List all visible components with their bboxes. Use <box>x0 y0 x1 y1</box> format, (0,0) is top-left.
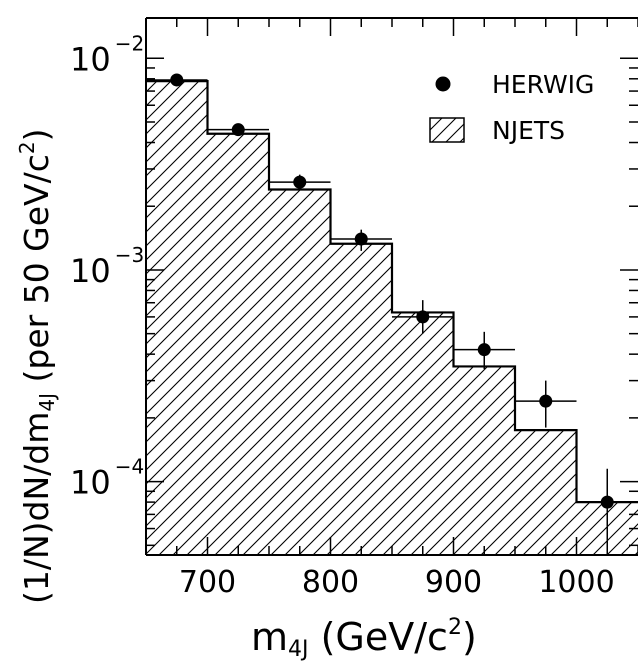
herwig-marker-4 <box>416 310 430 324</box>
x-axis-label: m4J (GeV/c2) <box>251 615 477 662</box>
x-tick-label-700: 700 <box>179 565 236 600</box>
legend-njets-label: NJETS <box>492 116 565 145</box>
herwig-point-6 <box>515 380 577 428</box>
y-tick-label-base-0: 10 <box>70 40 111 78</box>
y-tick-label-exp-1: −3 <box>115 243 144 267</box>
y-tick-label-0: 10 −2 <box>70 31 144 78</box>
legend-herwig-marker <box>435 76 451 92</box>
x-axis-label-units-close: ) <box>462 615 477 659</box>
herwig-point-4 <box>392 300 454 334</box>
herwig-marker-6 <box>539 394 553 408</box>
x-tick-label-800: 800 <box>302 565 359 600</box>
x-axis-ticks: 700 800 900 1000 <box>145 18 638 600</box>
histogram-bin-5 <box>453 366 515 555</box>
legend-njets-marker <box>429 117 465 143</box>
x-axis-label-sub: 4J <box>288 637 309 662</box>
y-tick-label-1: 10 −3 <box>70 243 144 290</box>
y-tick-label-2: 10 −4 <box>70 455 144 502</box>
herwig-marker-5 <box>477 343 491 357</box>
y-tick-label-exp-2: −4 <box>115 455 144 479</box>
y-axis-label-units-close: ) <box>17 128 56 141</box>
herwig-point-5 <box>453 331 515 370</box>
herwig-point-1 <box>207 123 269 137</box>
y-axis-ticks: 10−210−310−4 <box>70 31 638 547</box>
y-tick-label-base-1: 10 <box>70 252 111 290</box>
njets-histogram <box>146 80 638 555</box>
x-axis-label-units-sup: 2 <box>448 615 462 640</box>
x-axis-label-units: (GeV/c <box>309 615 448 659</box>
y-tick-label-base-2: 10 <box>70 464 111 502</box>
herwig-points <box>146 73 638 555</box>
herwig-marker-7 <box>600 495 614 509</box>
y-axis-label: (1/N)dN/dm4J (per 50 GeV/c2) <box>15 128 59 604</box>
herwig-marker-3 <box>354 232 368 246</box>
herwig-marker-2 <box>293 175 307 189</box>
herwig-marker-1 <box>231 123 245 137</box>
histogram-bin-0 <box>146 81 208 555</box>
x-tick-label-900: 900 <box>425 565 482 600</box>
histogram-bin-3 <box>330 243 392 555</box>
legend-herwig-label: HERWIG <box>492 70 594 99</box>
herwig-point-0 <box>146 73 208 87</box>
y-axis-label-units: (per 50 GeV/c <box>17 154 56 393</box>
legend: HERWIG NJETS <box>429 70 594 145</box>
y-tick-label-exp-0: −2 <box>115 31 144 55</box>
y-axis-label-sub: 4J <box>35 393 59 412</box>
histogram-bin-4 <box>392 312 454 555</box>
herwig-point-2 <box>269 174 331 191</box>
histogram-bin-6 <box>515 430 577 555</box>
histogram-bin-1 <box>207 133 269 555</box>
x-tick-label-1000: 1000 <box>538 565 614 600</box>
herwig-marker-0 <box>170 73 184 87</box>
herwig-point-7 <box>576 468 638 555</box>
y-axis-label-main: (1/N)dN/dm <box>17 412 56 604</box>
histogram-bin-2 <box>269 189 331 555</box>
herwig-point-3 <box>330 229 392 251</box>
y-axis-label-units-sup: 2 <box>15 141 39 154</box>
x-axis-label-main: m <box>251 615 288 659</box>
